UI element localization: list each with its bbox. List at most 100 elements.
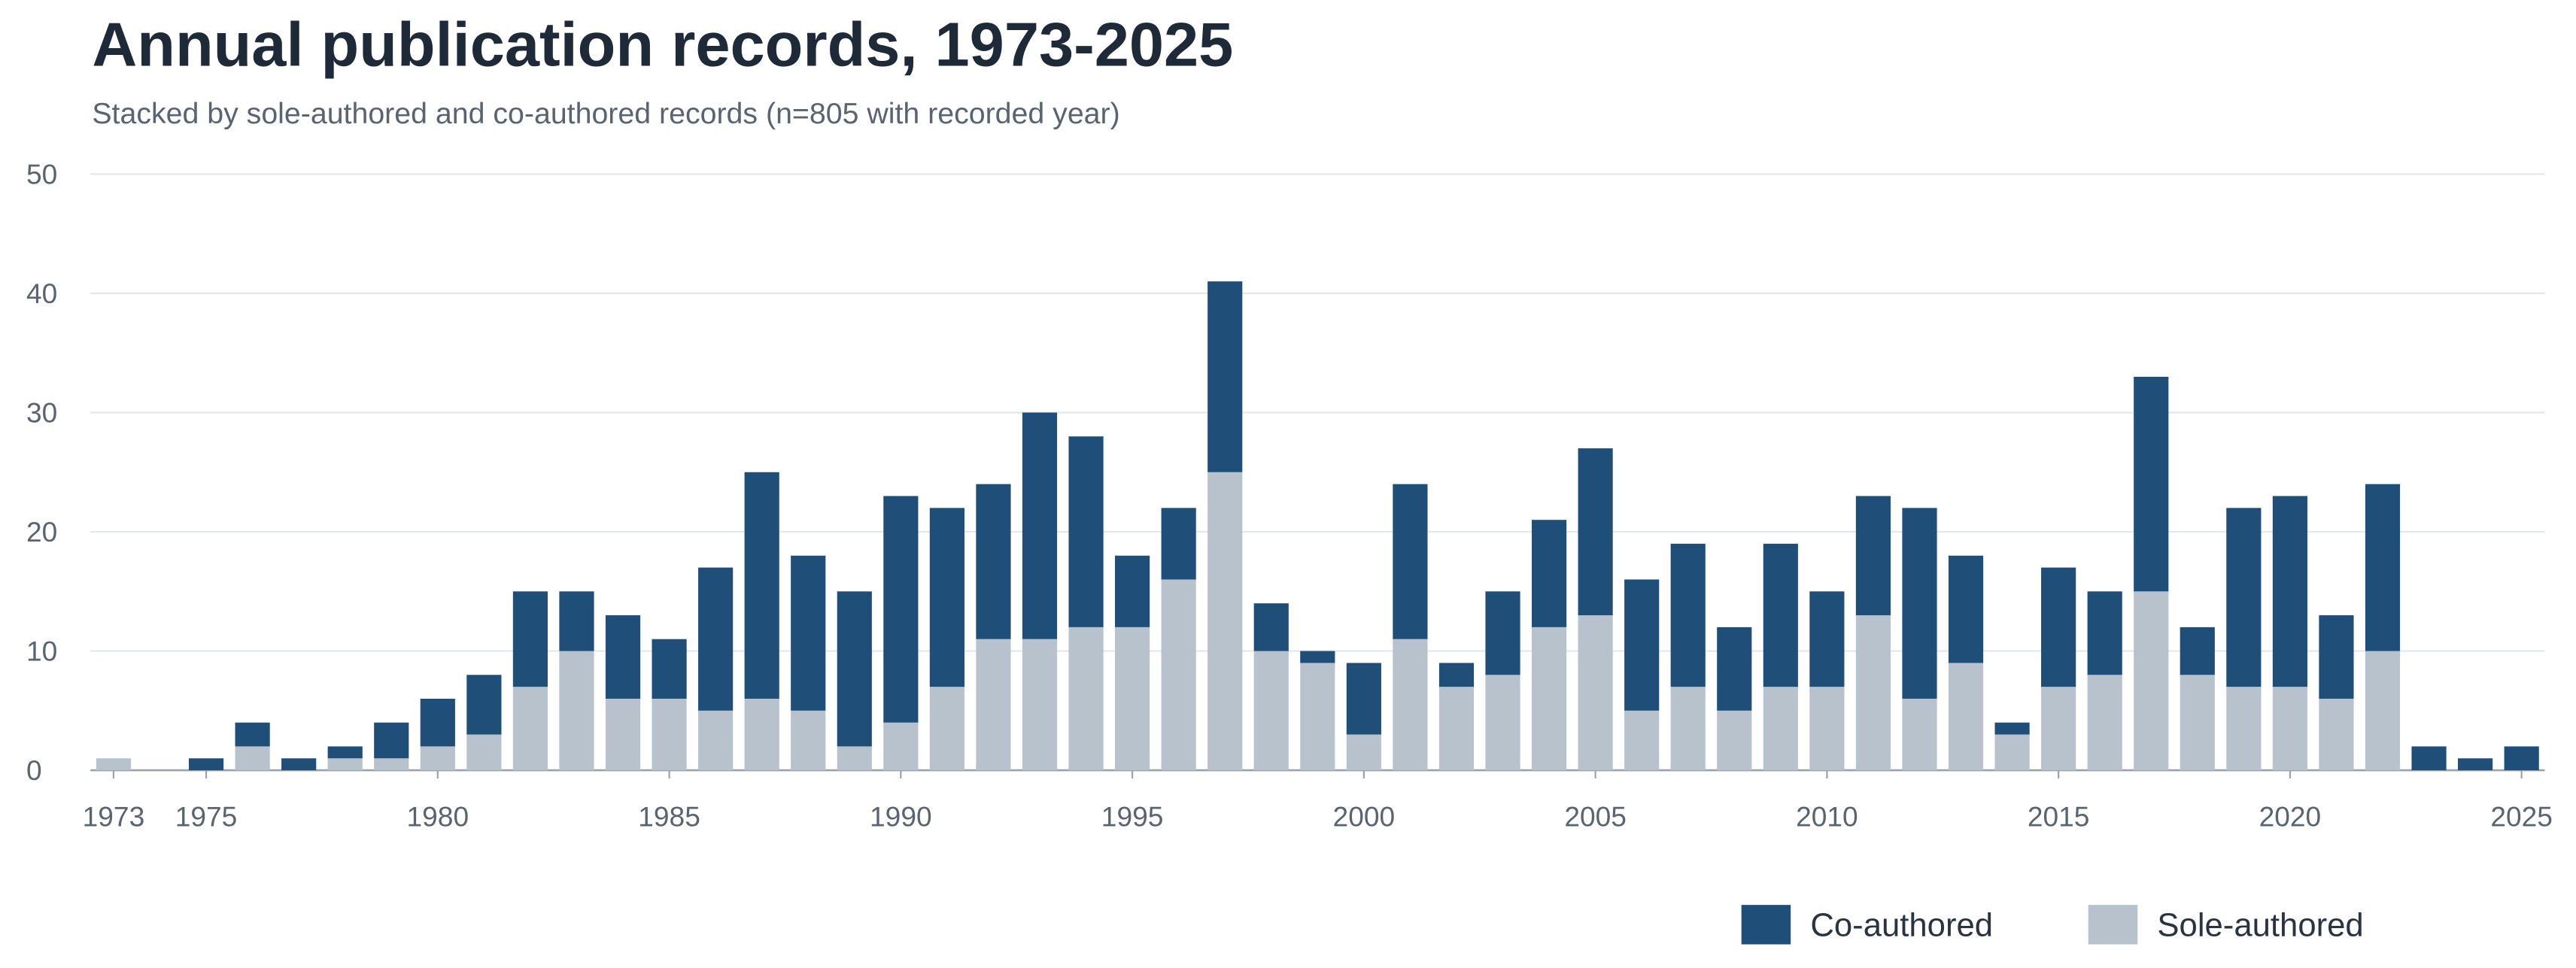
- legend-swatch: [1741, 905, 1791, 945]
- bar-segment: [744, 472, 779, 699]
- bar-segment: [1994, 722, 2030, 735]
- bar-segment: [837, 746, 872, 771]
- bar-segment: [1948, 555, 1984, 663]
- bar-segment: [2319, 698, 2354, 771]
- legend-label: Sole-authored: [2157, 907, 2363, 944]
- bar-segment: [2365, 651, 2401, 771]
- chart-title: Annual publication records, 1973-2025: [92, 9, 1233, 79]
- bar-segment: [1115, 627, 1150, 771]
- bar-segment: [96, 758, 132, 771]
- bar-segment: [1763, 687, 1798, 771]
- bar-segment: [1948, 663, 1984, 771]
- bar-segment: [1578, 615, 1613, 771]
- bar-segment: [605, 615, 641, 699]
- bar-segment: [652, 639, 687, 699]
- bar-segment: [2180, 627, 2215, 675]
- bar-segment: [512, 591, 548, 687]
- bar-segment: [2087, 675, 2122, 771]
- bar-segment: [2365, 484, 2401, 651]
- bar-segment: [1115, 555, 1150, 627]
- bar-segment: [1531, 520, 1567, 627]
- x-tick-label: 2000: [1333, 800, 1396, 832]
- bar-segment: [1068, 627, 1104, 771]
- bar-segment: [1855, 496, 1891, 616]
- bar-segment: [2226, 687, 2262, 771]
- y-tick-label: 30: [26, 397, 57, 429]
- bar-segment: [1346, 663, 1381, 735]
- bar-segment: [837, 591, 872, 747]
- bar-segment: [1855, 615, 1891, 771]
- legend-label: Co-authored: [1810, 907, 1993, 944]
- bar-segment: [466, 734, 502, 771]
- bar-segment: [2504, 746, 2539, 771]
- y-tick-label: 0: [26, 754, 42, 786]
- bar-segment: [1624, 710, 1660, 771]
- bar-segment: [2226, 508, 2262, 687]
- bar-segment: [235, 746, 270, 771]
- bar-segment: [2134, 591, 2169, 771]
- chart-subtitle: Stacked by sole-authored and co-authored…: [92, 97, 1119, 130]
- y-tick-label: 10: [26, 636, 57, 667]
- bar-segment: [559, 591, 594, 651]
- bar-segment: [1485, 675, 1520, 771]
- bar-segment: [698, 567, 734, 711]
- bar-segment: [1300, 663, 1335, 771]
- bar-segment: [1994, 734, 2030, 771]
- bar-segment: [1531, 627, 1567, 771]
- x-tick-label: 1985: [638, 800, 700, 832]
- bar-segment: [327, 758, 363, 771]
- bar-segment: [235, 722, 270, 747]
- bar-segment: [1253, 603, 1289, 651]
- bar-segment: [420, 746, 455, 771]
- bar-segment: [1717, 710, 1752, 771]
- bar-segment: [1253, 651, 1289, 771]
- bar-segment: [1485, 591, 1520, 675]
- bar-segment: [1902, 698, 1937, 771]
- bar-segment: [374, 722, 409, 759]
- bar-segment: [791, 710, 826, 771]
- bar-segment: [929, 508, 964, 687]
- bar-segment: [2041, 567, 2076, 687]
- bar-segment: [1809, 591, 1845, 687]
- bar-segment: [791, 555, 826, 711]
- bar-segment: [1022, 639, 1058, 771]
- bar-segment: [976, 484, 1011, 639]
- bar-segment: [883, 496, 919, 723]
- bar-segment: [281, 758, 317, 771]
- bar-segment: [1438, 687, 1475, 771]
- x-tick-label: 2005: [1564, 800, 1627, 832]
- bar-segment: [1300, 651, 1335, 663]
- bar-segment: [1902, 508, 1937, 699]
- bar-segment: [374, 758, 409, 771]
- bar-segment: [1393, 484, 1428, 639]
- bar-segment: [188, 758, 224, 771]
- bar-segment: [1068, 436, 1104, 627]
- bar-segment: [698, 710, 734, 771]
- bar-segment: [1670, 543, 1706, 687]
- bar-segment: [1346, 734, 1381, 771]
- bar-segment: [420, 698, 455, 747]
- x-tick-label: 2020: [2259, 800, 2322, 832]
- x-tick-label: 1995: [1101, 800, 1164, 832]
- bar-segment: [1161, 579, 1196, 771]
- bar-segment: [2134, 376, 2169, 592]
- x-tick-label: 1990: [870, 800, 932, 832]
- bar-segment: [1578, 448, 1613, 616]
- bar-segment: [1438, 663, 1475, 687]
- bar-segment: [1161, 508, 1196, 580]
- bar-segment: [976, 639, 1011, 771]
- x-tick-label: 1973: [83, 800, 145, 832]
- x-tick-label: 2010: [1796, 800, 1858, 832]
- bar-segment: [466, 675, 502, 735]
- x-tick-label: 2015: [2028, 800, 2090, 832]
- bar-segment: [1393, 639, 1428, 771]
- bar-segment: [929, 687, 964, 771]
- bar-segment: [1670, 687, 1706, 771]
- bar-segment: [559, 651, 594, 771]
- bar-segment: [1717, 627, 1752, 711]
- x-tick-label: 1980: [407, 800, 469, 832]
- bar-segment: [327, 746, 363, 759]
- bar-segment: [512, 687, 548, 771]
- bar-segment: [605, 698, 641, 771]
